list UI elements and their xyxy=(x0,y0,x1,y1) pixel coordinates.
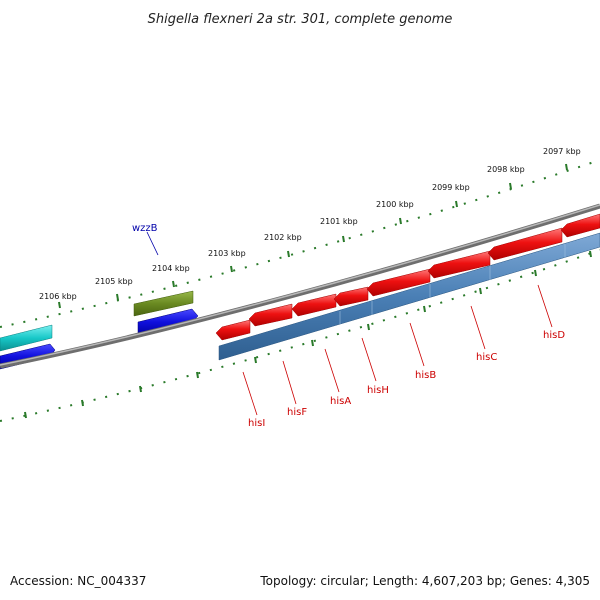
lower-tick xyxy=(24,411,27,419)
lower-tick xyxy=(196,371,199,379)
kbp-tick xyxy=(230,265,233,273)
wzzb-label: wzzB xyxy=(132,223,158,234)
kbp-label: 2099 kbp xyxy=(432,183,470,192)
kbp-label: 2106 kbp xyxy=(39,292,77,301)
cds-feature-cyan[interactable] xyxy=(0,324,53,352)
hisD-leader xyxy=(537,284,553,328)
hisC-label[interactable]: hisC xyxy=(476,352,497,363)
map-title: Shigella flexneri 2a str. 301, complete … xyxy=(148,12,453,27)
kbp-label: 2104 kbp xyxy=(152,264,190,273)
lower-tick xyxy=(81,399,84,407)
lower-tick xyxy=(254,356,257,364)
hisA-label[interactable]: hisA xyxy=(330,396,351,407)
kbp-label: 2101 kbp xyxy=(320,217,358,226)
cds-band-blue[interactable] xyxy=(218,232,600,361)
hisF-label[interactable]: hisF xyxy=(287,407,307,418)
kbp-tick xyxy=(287,250,290,258)
lower-tick xyxy=(311,339,314,347)
lower-tick xyxy=(139,385,142,393)
hisH-leader xyxy=(361,337,377,382)
gene-arrow-hisI[interactable] xyxy=(215,319,251,341)
gene-arrow-hisD[interactable] xyxy=(487,227,563,261)
gene-arrow-hisA[interactable] xyxy=(291,293,337,317)
lower-tick xyxy=(589,250,592,258)
cds-band-dividers xyxy=(339,244,566,324)
kbp-label: 2103 kbp xyxy=(208,249,246,258)
hisB-leader xyxy=(409,322,425,367)
kbp-tick xyxy=(399,217,402,225)
lower-ruler xyxy=(0,249,600,422)
his-labels: hisI hisF hisA hisH hisB hisC hisD xyxy=(248,330,565,429)
hisD-label[interactable]: hisD xyxy=(543,330,565,341)
hisI-label[interactable]: hisI xyxy=(248,418,265,429)
lower-tick xyxy=(479,287,482,295)
kbp-tick xyxy=(58,301,61,309)
his-gene-arrows xyxy=(215,213,600,341)
cds-feature-wzzb[interactable] xyxy=(133,290,194,317)
wzzb-leader xyxy=(146,231,159,256)
hisI-leader xyxy=(242,371,258,416)
kbp-tick xyxy=(455,200,458,208)
his-leaders xyxy=(242,284,553,416)
hisA-leader xyxy=(324,348,340,393)
kbp-labels: 2106 kbp 2105 kbp 2104 kbp 2103 kbp 2102… xyxy=(39,147,581,301)
kbp-tick xyxy=(565,163,568,171)
kbp-tick xyxy=(116,293,119,301)
kbp-label: 2100 kbp xyxy=(376,200,414,209)
lower-tick xyxy=(534,269,537,277)
accession-text: Accession: NC_004337 xyxy=(10,574,147,588)
kbp-tick xyxy=(342,235,345,243)
gene-arrow-hisB[interactable] xyxy=(366,268,431,297)
gene-arrow-hisH[interactable] xyxy=(333,286,369,307)
lower-tick xyxy=(423,305,426,313)
gene-arrow-hisF[interactable] xyxy=(248,303,293,327)
kbp-label: 2102 kbp xyxy=(264,233,302,242)
hisB-label[interactable]: hisB xyxy=(415,370,436,381)
kbp-label: 2098 kbp xyxy=(487,165,525,174)
gene-arrow-hisC[interactable] xyxy=(427,250,491,279)
lower-tick xyxy=(367,323,370,331)
genome-stats-text: Topology: circular; Length: 4,607,203 bp… xyxy=(260,574,590,588)
hisF-leader xyxy=(282,360,297,405)
kbp-tick xyxy=(172,280,175,288)
kbp-ticks xyxy=(58,163,568,309)
hisC-leader xyxy=(470,305,486,350)
kbp-label: 2097 kbp xyxy=(543,147,581,156)
gene-arrow-partial[interactable] xyxy=(560,213,600,238)
hisH-label[interactable]: hisH xyxy=(367,385,389,396)
lower-ruler-ticks xyxy=(24,250,592,419)
kbp-label: 2105 kbp xyxy=(95,277,133,286)
kbp-tick xyxy=(509,182,512,190)
genome-backbone-highlight xyxy=(0,204,600,366)
genome-backbone xyxy=(0,203,600,369)
